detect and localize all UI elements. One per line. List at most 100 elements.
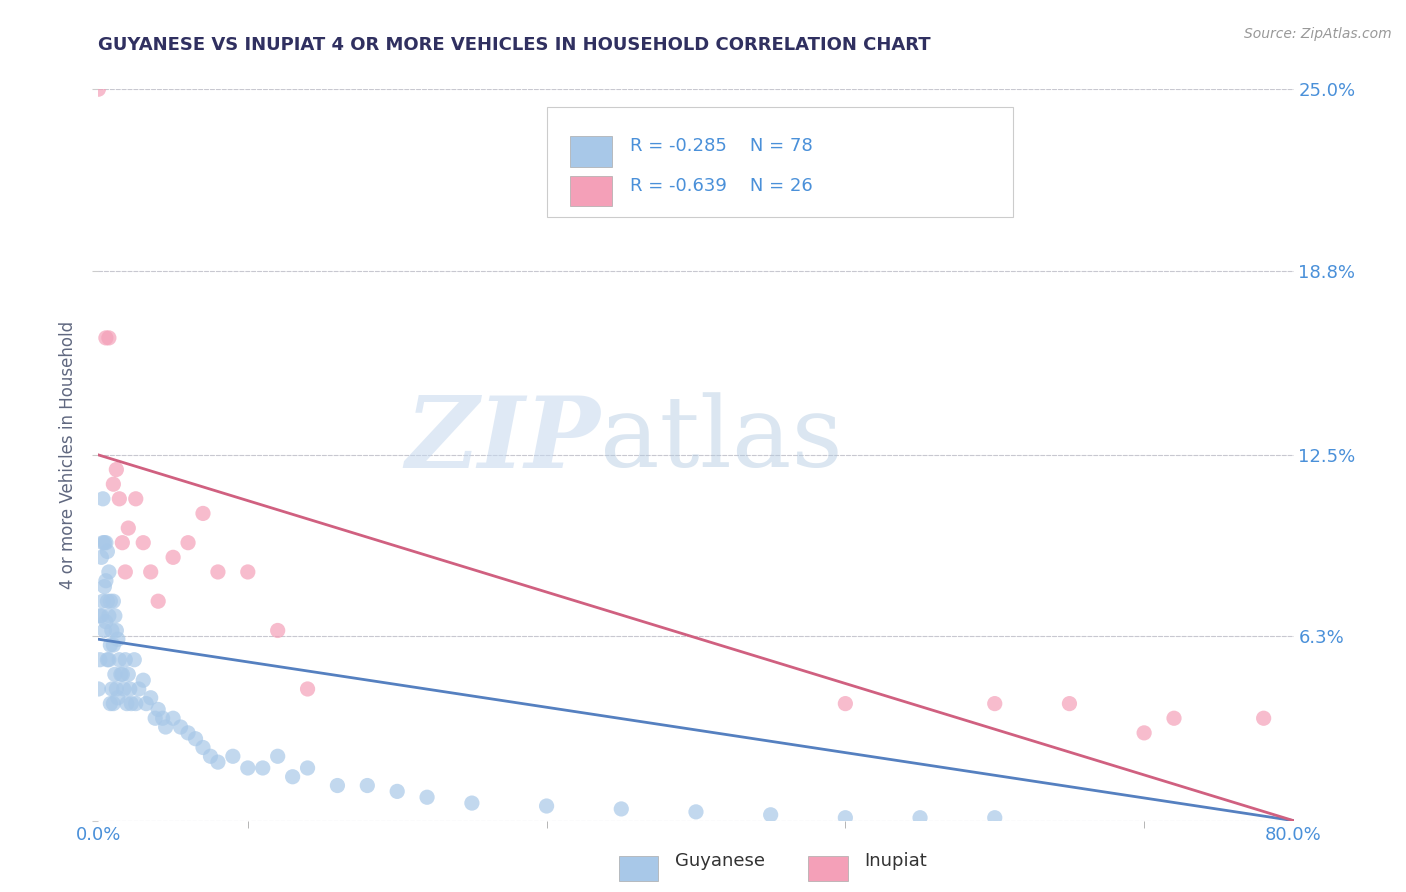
Point [385, 784, 409, 798]
Point [461, 796, 484, 810]
Point [118, 681, 141, 696]
FancyBboxPatch shape [571, 176, 613, 206]
Point [115, 697, 138, 711]
Point [111, 535, 134, 549]
Point [252, 761, 274, 775]
Point [107, 690, 129, 705]
Point [297, 761, 319, 775]
Point [110, 667, 132, 681]
Point [103, 638, 125, 652]
Point [97, 331, 120, 345]
Point [177, 726, 200, 740]
Point [91, 535, 114, 549]
Point [89, 653, 111, 667]
Point [207, 565, 229, 579]
Point [135, 697, 157, 711]
Point [416, 790, 439, 805]
Point [267, 749, 290, 764]
Point [834, 811, 856, 825]
Point [132, 535, 155, 549]
Point [984, 811, 1007, 825]
Point [111, 667, 134, 681]
FancyBboxPatch shape [547, 108, 1012, 218]
Point [101, 681, 124, 696]
Point [297, 681, 319, 696]
Point [536, 799, 558, 814]
Point [139, 565, 162, 579]
Point [93, 580, 115, 594]
Point [1059, 697, 1081, 711]
Point [759, 807, 782, 822]
Point [94, 574, 117, 588]
Point [90, 550, 112, 565]
Point [984, 697, 1007, 711]
Point [124, 653, 146, 667]
Point [105, 462, 128, 476]
Point [97, 653, 120, 667]
Point [108, 491, 131, 506]
Point [685, 805, 707, 819]
Point [191, 507, 214, 521]
Point [103, 594, 125, 608]
Point [104, 667, 127, 681]
Point [96, 594, 118, 608]
Point [96, 544, 118, 558]
Point [148, 594, 170, 608]
Point [152, 711, 174, 725]
Point [1133, 726, 1156, 740]
Point [1253, 711, 1275, 725]
Text: Inupiat: Inupiat [865, 852, 928, 870]
Text: Guyanese: Guyanese [675, 852, 765, 870]
Point [326, 779, 349, 793]
Point [90, 608, 112, 623]
Point [125, 491, 148, 506]
Point [120, 697, 142, 711]
Point [155, 720, 177, 734]
Point [132, 673, 155, 688]
Point [162, 550, 184, 565]
Point [1163, 711, 1185, 725]
Point [128, 681, 150, 696]
Point [207, 755, 229, 769]
Point [148, 702, 170, 716]
Point [91, 491, 114, 506]
Text: ZIP: ZIP [405, 392, 600, 489]
Text: atlas: atlas [600, 392, 844, 488]
Point [107, 632, 129, 647]
Point [97, 608, 120, 623]
Point [184, 731, 207, 746]
Point [87, 82, 110, 96]
Point [103, 477, 125, 491]
Point [101, 624, 124, 638]
Point [610, 802, 633, 816]
Point [139, 690, 162, 705]
FancyBboxPatch shape [571, 136, 613, 167]
Point [356, 779, 378, 793]
Point [87, 681, 110, 696]
Point [97, 565, 120, 579]
Point [169, 720, 191, 734]
Text: R = -0.285    N = 78: R = -0.285 N = 78 [630, 137, 813, 155]
Point [267, 624, 290, 638]
Point [114, 653, 136, 667]
Point [96, 653, 118, 667]
Point [236, 761, 259, 775]
Y-axis label: 4 or more Vehicles in Household: 4 or more Vehicles in Household [59, 321, 77, 589]
Point [191, 740, 214, 755]
Point [93, 624, 115, 638]
Point [100, 697, 122, 711]
Point [93, 535, 115, 549]
Point [200, 749, 222, 764]
Point [834, 697, 856, 711]
Text: Source: ZipAtlas.com: Source: ZipAtlas.com [1244, 27, 1392, 41]
Point [143, 711, 166, 725]
Point [105, 624, 128, 638]
Point [908, 811, 931, 825]
Text: R = -0.639    N = 26: R = -0.639 N = 26 [630, 178, 813, 195]
Point [236, 565, 259, 579]
Point [94, 331, 117, 345]
Point [125, 697, 148, 711]
Point [108, 653, 131, 667]
Point [94, 535, 117, 549]
Point [162, 711, 184, 725]
